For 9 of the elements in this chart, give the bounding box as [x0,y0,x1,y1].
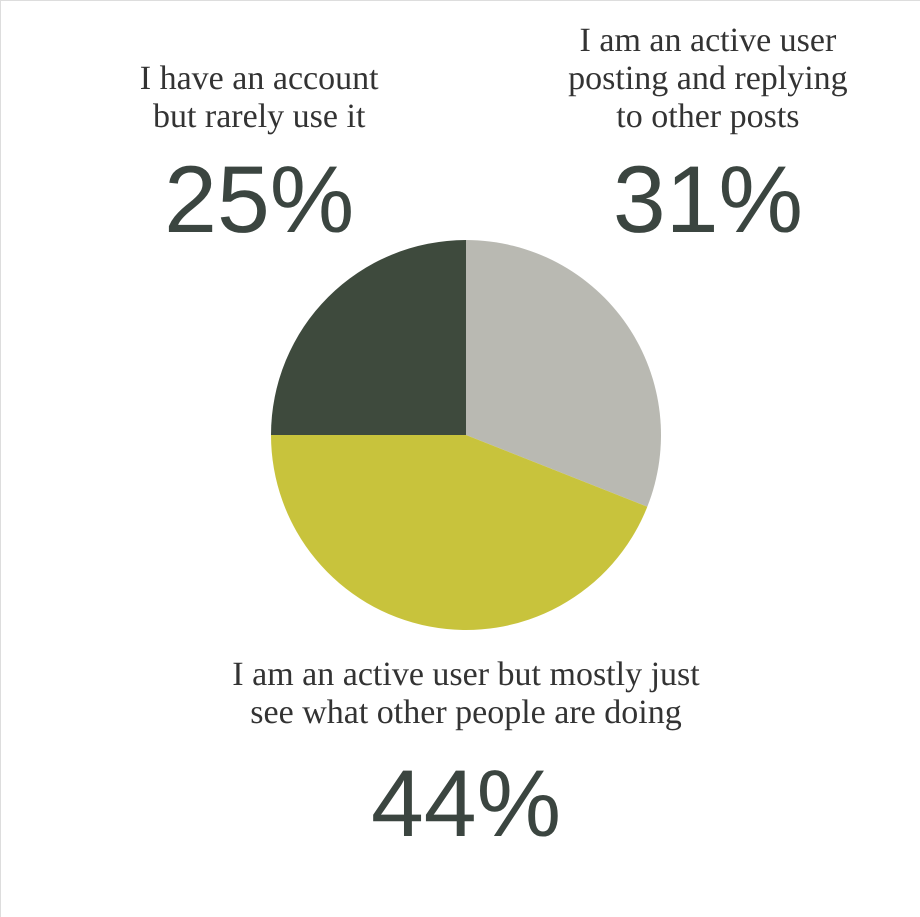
pie-slice [466,240,661,507]
slice-label: I am an active user but mostly just see what other people are doing [232,656,700,731]
slice-label: I have an account but rarely use it [140,60,380,135]
data-label: 31% [612,147,803,253]
data-label: 44% [370,751,562,857]
data-label: 25% [164,147,354,253]
pie-slice [271,240,466,435]
pie-slice [271,435,648,630]
slice-label: I am an active user posting and replying to other posts [568,22,848,135]
